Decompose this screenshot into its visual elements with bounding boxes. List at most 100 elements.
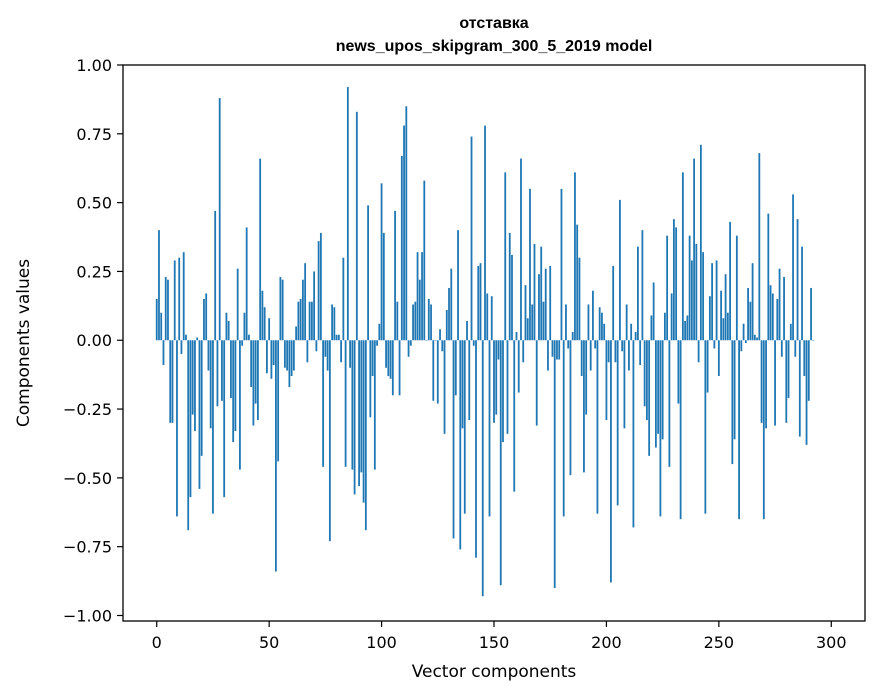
bar <box>794 340 797 357</box>
y-axis-ticks: 1.00 0.75 0.50 0.25 0.00 −0.25 −0.50 −0.75 −1.00 <box>63 56 123 625</box>
bar <box>765 340 767 429</box>
bar <box>668 340 671 467</box>
bar <box>724 274 727 341</box>
bar <box>466 320 468 341</box>
bar <box>414 301 417 341</box>
bar <box>205 293 208 341</box>
bar <box>448 287 450 341</box>
bar <box>646 340 648 421</box>
bar <box>463 340 466 514</box>
bar <box>169 340 172 423</box>
bar <box>787 340 790 399</box>
bar <box>592 290 594 341</box>
bar <box>657 340 660 434</box>
bar <box>351 340 354 470</box>
bar <box>239 340 241 470</box>
bar <box>283 340 286 368</box>
bar <box>234 340 237 432</box>
bar <box>409 340 412 346</box>
bar <box>171 340 174 423</box>
bar <box>502 340 504 443</box>
bar <box>407 340 410 357</box>
bar <box>277 340 280 462</box>
bar <box>601 312 603 341</box>
bar <box>288 340 291 388</box>
y-tick-label: 0.75 <box>76 125 112 144</box>
bar <box>373 340 376 470</box>
bar <box>643 340 646 407</box>
bar <box>468 340 471 421</box>
bar <box>389 340 392 379</box>
bar <box>346 87 349 341</box>
bar <box>522 340 525 363</box>
bar <box>452 340 455 539</box>
bar <box>254 340 257 404</box>
bar <box>810 287 812 341</box>
bar <box>583 340 585 473</box>
y-tick-label: 0.00 <box>76 331 112 350</box>
bar <box>654 340 657 448</box>
bar <box>319 232 322 341</box>
plot-frame <box>122 64 866 622</box>
bar <box>805 340 808 445</box>
bar <box>639 340 642 366</box>
bar <box>427 298 430 341</box>
bar <box>436 340 439 404</box>
bar <box>771 293 774 341</box>
bar <box>711 263 713 341</box>
bar <box>585 340 588 415</box>
bar <box>178 257 181 341</box>
bar <box>490 296 493 341</box>
bar <box>158 230 160 341</box>
bar <box>259 158 262 341</box>
bar <box>167 279 169 341</box>
bar <box>313 271 316 341</box>
bar <box>279 276 282 341</box>
bar <box>792 194 794 341</box>
bar <box>733 340 736 440</box>
x-axis-label: Vector components <box>412 662 577 682</box>
bar <box>353 340 356 495</box>
bar <box>565 304 567 341</box>
bar <box>212 340 214 514</box>
bar <box>333 307 336 341</box>
bar <box>403 125 405 341</box>
bar <box>540 246 543 341</box>
bar <box>702 252 705 341</box>
bar <box>587 304 590 341</box>
bar <box>693 158 696 341</box>
bar <box>742 323 745 341</box>
x-tick-label: 0 <box>152 633 162 652</box>
bar <box>607 340 610 363</box>
bar <box>625 304 628 341</box>
bar <box>315 340 318 352</box>
chart-subtitle: news_upos_skipgram_300_5_2019 model <box>336 38 653 55</box>
bar <box>349 340 351 368</box>
bar <box>571 331 574 341</box>
bar <box>576 224 579 341</box>
bar <box>421 252 423 341</box>
bar <box>457 230 459 341</box>
bar <box>729 221 731 341</box>
bar <box>619 199 621 341</box>
bar <box>569 340 572 476</box>
bar <box>556 340 558 360</box>
bar <box>553 340 556 588</box>
bar <box>740 340 743 352</box>
bar <box>544 268 547 341</box>
bar <box>297 301 300 341</box>
bar <box>295 326 298 341</box>
bar <box>497 340 500 360</box>
bar <box>630 323 633 341</box>
bar <box>216 340 219 407</box>
bar <box>717 340 720 377</box>
bar <box>358 340 360 487</box>
bar <box>441 340 444 352</box>
bar <box>547 340 549 371</box>
bar <box>596 340 599 514</box>
bar <box>252 340 255 426</box>
bar <box>196 337 199 341</box>
bar <box>362 340 365 503</box>
bar <box>180 340 183 355</box>
bar <box>690 260 693 341</box>
